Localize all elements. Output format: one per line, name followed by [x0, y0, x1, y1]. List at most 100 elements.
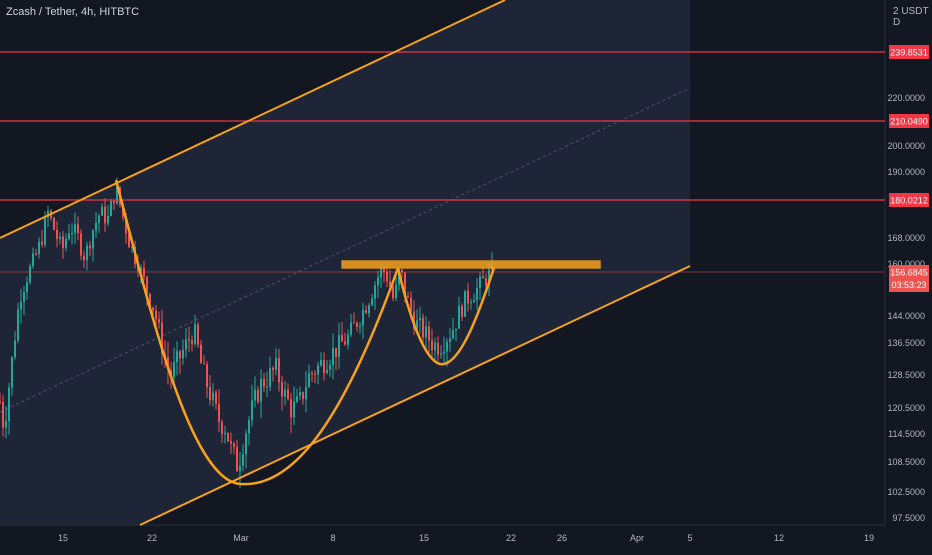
x-tick-label: 22 — [506, 533, 516, 543]
candle-body — [389, 281, 391, 287]
candle-body — [203, 363, 205, 365]
candle-body — [80, 233, 82, 256]
candle-body — [458, 306, 460, 329]
y-tick-label: 128.5000 — [887, 370, 925, 380]
candle-body — [20, 301, 22, 310]
candle-body — [296, 395, 298, 402]
candle-body — [440, 353, 442, 355]
candle-body — [290, 399, 292, 418]
level-tag-239: 239.8531 — [889, 45, 929, 59]
candle-body — [230, 441, 232, 444]
channel-midline — [0, 87, 691, 413]
currency-label[interactable]: 2 USDT D — [893, 6, 929, 28]
candle-body — [467, 290, 469, 304]
candle-body — [0, 401, 1, 403]
candle-body — [356, 322, 358, 327]
candle-body — [98, 215, 100, 223]
candle-body — [29, 266, 31, 283]
candle-body — [89, 245, 91, 249]
candle-body — [56, 229, 58, 239]
candle-body — [257, 389, 259, 402]
candle-body — [362, 310, 364, 326]
candle-body — [128, 233, 130, 248]
candle-body — [320, 360, 322, 366]
resistance-box[interactable] — [341, 260, 601, 269]
candle-body — [449, 338, 451, 342]
candle-body — [2, 402, 4, 428]
candle-body — [125, 216, 127, 234]
x-tick-label: 26 — [557, 533, 567, 543]
candle-body — [473, 300, 475, 303]
candle-body — [227, 432, 229, 442]
candle-body — [482, 276, 484, 279]
cup-curve[interactable] — [114, 179, 400, 486]
candle-body — [326, 369, 328, 373]
candle-body — [200, 344, 202, 364]
level-tag-210: 210.0490 — [889, 114, 929, 128]
symbol-title[interactable]: Zcash / Tether, 4h, HITBTC — [6, 6, 140, 18]
candle-body — [488, 269, 490, 286]
candle-body — [302, 392, 304, 399]
candle-body — [476, 287, 478, 301]
y-tick-label: 102.5000 — [887, 487, 925, 497]
y-tick-label: 114.5000 — [888, 429, 925, 439]
candle-body — [275, 357, 277, 370]
x-tick-label: Apr — [630, 533, 644, 543]
candle-body — [92, 230, 94, 249]
candle-body — [461, 306, 463, 317]
candle-body — [410, 297, 412, 312]
candle-body — [470, 302, 472, 304]
candle-body — [401, 269, 403, 273]
candle-body — [359, 325, 361, 327]
candle-body — [311, 373, 313, 375]
candle-body — [86, 245, 88, 261]
candle-body — [287, 389, 289, 400]
candle-body — [23, 291, 25, 302]
y-tick-label: 120.5000 — [887, 403, 925, 413]
price-axis[interactable]: 220.0000 200.0000 190.0000 168.0000 160.… — [887, 93, 925, 523]
candle-body — [308, 373, 310, 388]
candle-body — [14, 340, 16, 358]
candle-body — [146, 276, 148, 294]
candle-body — [407, 296, 409, 298]
candle-body — [179, 351, 181, 359]
level-tag-label: 210.0490 — [890, 117, 928, 127]
candle-body — [251, 400, 253, 421]
time-axis[interactable]: 15 22 Mar 8 15 22 26 Apr 5 12 19 — [58, 533, 874, 543]
candle-body — [59, 236, 61, 239]
candle-body — [8, 387, 10, 422]
candle-body — [236, 446, 238, 472]
candle-body — [413, 311, 415, 329]
y-tick-label: 168.0000 — [887, 233, 925, 243]
candle-body — [446, 341, 448, 352]
candle-body — [209, 387, 211, 401]
candle-body — [341, 335, 343, 342]
candle-body — [107, 215, 109, 224]
candle-body — [212, 392, 214, 401]
candle-body — [101, 206, 103, 216]
candle-body — [173, 362, 175, 378]
candle-body — [353, 322, 355, 324]
candle-body — [317, 365, 319, 375]
candle-body — [392, 286, 394, 299]
current-price-label: 156.6845 — [890, 268, 928, 278]
level-tag-180: 180.0212 — [889, 193, 929, 207]
current-price-tag: 156.6845 03:53:23 — [889, 265, 929, 292]
candle-body — [110, 200, 112, 216]
candle-body — [383, 267, 385, 272]
candle-body — [344, 341, 346, 345]
handle-curve[interactable] — [396, 267, 496, 366]
y-tick-label: 97.5000 — [892, 513, 925, 523]
y-tick-label: 220.0000 — [887, 93, 925, 103]
candle-body — [158, 319, 160, 323]
channel-upper-line[interactable] — [0, 0, 506, 239]
candle-body — [284, 389, 286, 397]
candle-body — [104, 206, 106, 224]
candle-body — [479, 276, 481, 288]
candle-body — [248, 420, 250, 434]
candle-body — [263, 378, 265, 387]
candle-body — [335, 347, 337, 357]
candle-body — [419, 317, 421, 321]
